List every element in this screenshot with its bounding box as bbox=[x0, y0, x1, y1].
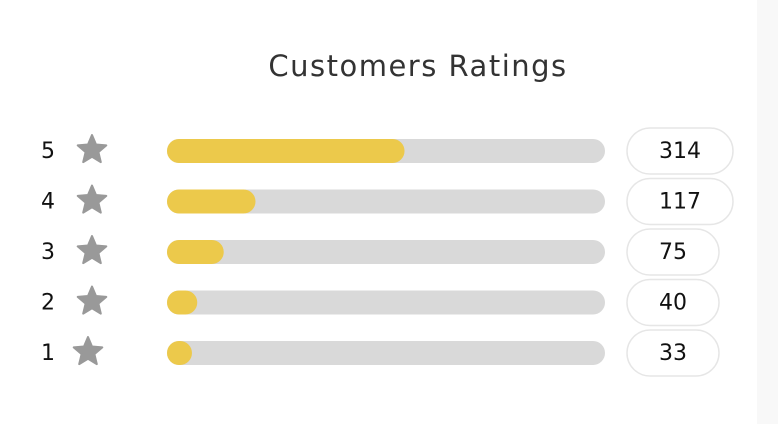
rating-label: 5 bbox=[41, 139, 55, 164]
bar-track bbox=[167, 189, 605, 214]
rating-label: 3 bbox=[41, 240, 55, 265]
count-label: 314 bbox=[659, 139, 701, 164]
bar-track bbox=[167, 240, 605, 264]
rating-label: 4 bbox=[41, 190, 55, 215]
count-label: 33 bbox=[659, 341, 687, 366]
count-label: 40 bbox=[659, 291, 687, 316]
bar bbox=[167, 341, 192, 365]
count-label: 75 bbox=[659, 240, 687, 265]
rating-label: 1 bbox=[41, 341, 55, 366]
count-pill bbox=[626, 228, 720, 276]
star-icon bbox=[76, 184, 108, 214]
bar-track bbox=[167, 290, 605, 315]
count-label: 117 bbox=[659, 190, 701, 215]
chart-title: Customers Ratings bbox=[268, 49, 567, 83]
count-pill bbox=[626, 177, 734, 226]
bar-track bbox=[167, 341, 605, 365]
bar bbox=[167, 139, 405, 163]
star-icon bbox=[76, 134, 108, 164]
bar bbox=[167, 240, 224, 264]
star-icon bbox=[72, 336, 104, 366]
star-icon bbox=[76, 235, 108, 265]
bar bbox=[167, 290, 198, 315]
count-pill bbox=[626, 278, 720, 327]
rating-label: 2 bbox=[41, 291, 55, 316]
count-pill bbox=[626, 127, 734, 175]
star-icon bbox=[76, 285, 108, 315]
count-pill bbox=[626, 329, 720, 377]
side-strip bbox=[757, 0, 778, 424]
bar bbox=[167, 189, 256, 214]
